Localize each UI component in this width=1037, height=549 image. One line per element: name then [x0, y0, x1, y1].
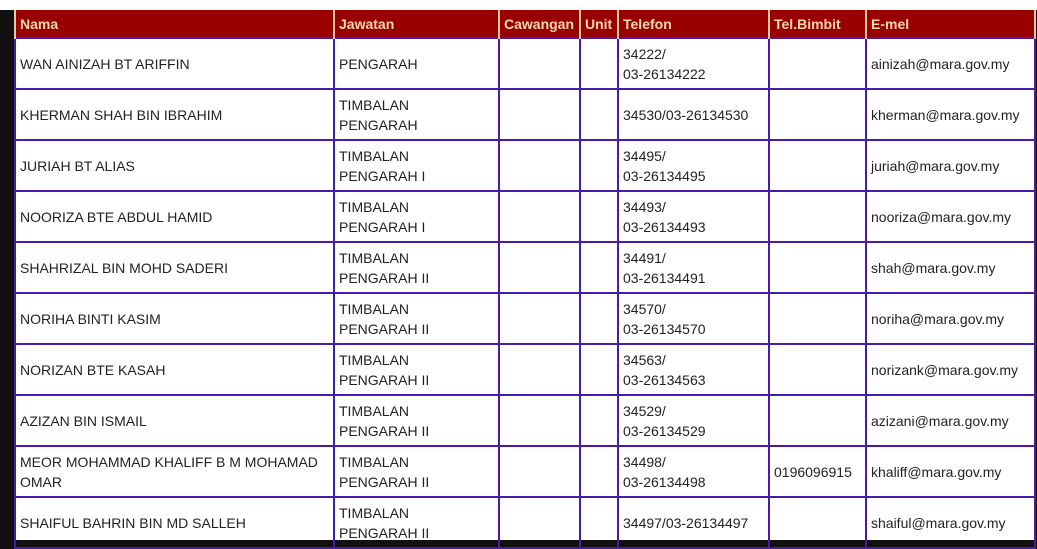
cell-col-telefon: 34530/03-26134530	[617, 88, 770, 141]
cell-col-tel-bimbit	[768, 292, 867, 345]
table-row: JURIAH BT ALIAS TIMBALAN PENGARAH I 34495/…	[14, 139, 1036, 192]
cell-col-nama: SHAIFUL BAHRIN BIN MD SALLEH	[14, 496, 335, 549]
table-row: WAN AINIZAH BT ARIFFIN PENGARAH 34222/ 03-…	[14, 37, 1036, 90]
cell-col-cawangan	[498, 190, 581, 243]
cell-col-telefon: 34497/03-26134497	[617, 496, 770, 549]
staff-table: Nama Jawatan Cawangan Unit Telefon Tel.Bimbit…	[14, 10, 1036, 549]
cell-col-cawangan	[498, 343, 581, 396]
cell-col-tel-bimbit	[768, 190, 867, 243]
table-row: KHERMAN SHAH BIN IBRAHIM TIMBALAN PENGARA…	[14, 88, 1036, 141]
cell-col-cawangan	[498, 496, 581, 549]
cell-col-nama: NOORIZA BTE ABDUL HAMID	[14, 190, 335, 243]
status-bar	[0, 0, 1037, 10]
cell-col-nama: NORIZAN BTE KASAH	[14, 343, 335, 396]
cell-col-jawatan: TIMBALAN PENGARAH II	[333, 343, 500, 396]
cell-col-unit	[579, 241, 619, 294]
cell-col-cawangan	[498, 292, 581, 345]
cell-col-jawatan: TIMBALAN PENGARAH II	[333, 241, 500, 294]
table-row: AZIZAN BIN ISMAIL TIMBALAN PENGARAH II 345…	[14, 394, 1036, 447]
header-col-cawangan: Cawangan	[498, 10, 581, 38]
cell-col-unit	[579, 343, 619, 396]
cell-col-telefon: 34493/ 03-26134493	[617, 190, 770, 243]
header-col-tel-bimbit: Tel.Bimbit	[768, 10, 867, 38]
cell-col-tel-bimbit	[768, 496, 867, 549]
cell-col-telefon: 34498/ 03-26134498	[617, 445, 770, 498]
cell-col-telefon: 34529/ 03-26134529	[617, 394, 770, 447]
cell-col-jawatan: TIMBALAN PENGARAH I	[333, 139, 500, 192]
cell-col-telefon: 34570/ 03-26134570	[617, 292, 770, 345]
cell-col-tel-bimbit	[768, 37, 867, 90]
cell-col-unit	[579, 292, 619, 345]
cell-col-emel[interactable]: shah@mara.gov.my	[865, 241, 1036, 294]
cell-col-unit	[579, 445, 619, 498]
cell-col-cawangan	[498, 445, 581, 498]
cell-col-unit	[579, 496, 619, 549]
cell-col-jawatan: TIMBALAN PENGARAH	[333, 88, 500, 141]
cell-col-jawatan: TIMBALAN PENGARAH I	[333, 190, 500, 243]
cell-col-emel[interactable]: shaiful@mara.gov.my	[865, 496, 1036, 549]
cell-col-nama: JURIAH BT ALIAS	[14, 139, 335, 192]
cell-col-nama: MEOR MOHAMMAD KHALIFF B M MOHAMAD OMAR	[14, 445, 335, 498]
cell-col-nama: WAN AINIZAH BT ARIFFIN	[14, 37, 335, 90]
cell-col-cawangan	[498, 394, 581, 447]
cell-col-unit	[579, 37, 619, 90]
header-col-telefon: Telefon	[617, 10, 770, 38]
header-col-jawatan: Jawatan	[333, 10, 500, 38]
cell-col-jawatan: TIMBALAN PENGARAH II	[333, 496, 500, 549]
cell-col-telefon: 34491/ 03-26134491	[617, 241, 770, 294]
cell-col-jawatan: TIMBALAN PENGARAH II	[333, 292, 500, 345]
cell-col-nama: SHAHRIZAL BIN MOHD SADERI	[14, 241, 335, 294]
table-row: SHAIFUL BAHRIN BIN MD SALLEH TIMBALAN PEN…	[14, 496, 1036, 549]
table-row: MEOR MOHAMMAD KHALIFF B M MOHAMAD OMAR TI…	[14, 445, 1036, 498]
table-header-row: Nama Jawatan Cawangan Unit Telefon Tel.Bimbit…	[14, 10, 1036, 38]
cell-col-nama: NORIHA BINTI KASIM	[14, 292, 335, 345]
cell-col-nama: AZIZAN BIN ISMAIL	[14, 394, 335, 447]
cell-col-unit	[579, 190, 619, 243]
cell-col-cawangan	[498, 139, 581, 192]
table-row: NOORIZA BTE ABDUL HAMID TIMBALAN PENGARAH…	[14, 190, 1036, 243]
table-row: NORIHA BINTI KASIM TIMBALAN PENGARAH II 34…	[14, 292, 1036, 345]
cell-col-emel[interactable]: noriha@mara.gov.my	[865, 292, 1036, 345]
cell-col-jawatan: TIMBALAN PENGARAH II	[333, 394, 500, 447]
table-row: SHAHRIZAL BIN MOHD SADERI TIMBALAN PENGAR…	[14, 241, 1036, 294]
cell-col-unit	[579, 139, 619, 192]
cell-col-telefon: 34222/ 03-26134222	[617, 37, 770, 90]
cell-col-cawangan	[498, 37, 581, 90]
cell-col-emel[interactable]: nooriza@mara.gov.my	[865, 190, 1036, 243]
cell-col-emel[interactable]: juriah@mara.gov.my	[865, 139, 1036, 192]
cell-col-tel-bimbit	[768, 139, 867, 192]
cell-col-emel[interactable]: kherman@mara.gov.my	[865, 88, 1036, 141]
cell-col-tel-bimbit	[768, 241, 867, 294]
cell-col-telefon: 34563/ 03-26134563	[617, 343, 770, 396]
header-col-nama: Nama	[14, 10, 335, 38]
cell-col-tel-bimbit: 0196096915	[768, 445, 867, 498]
cell-col-cawangan	[498, 88, 581, 141]
staff-directory-page: Nama Jawatan Cawangan Unit Telefon Tel.Bimbit…	[14, 10, 1036, 549]
cell-col-emel[interactable]: ainizah@mara.gov.my	[865, 37, 1036, 90]
cell-col-jawatan: TIMBALAN PENGARAH II	[333, 445, 500, 498]
cell-col-telefon: 34495/ 03-26134495	[617, 139, 770, 192]
header-col-unit: Unit	[579, 10, 619, 38]
cell-col-unit	[579, 394, 619, 447]
cell-col-emel[interactable]: khaliff@mara.gov.my	[865, 445, 1036, 498]
cell-col-cawangan	[498, 241, 581, 294]
cell-col-tel-bimbit	[768, 88, 867, 141]
cell-col-tel-bimbit	[768, 394, 867, 447]
cell-col-emel[interactable]: azizani@mara.gov.my	[865, 394, 1036, 447]
cell-col-emel[interactable]: norizank@mara.gov.my	[865, 343, 1036, 396]
header-col-emel: E-mel	[865, 10, 1036, 38]
cell-col-unit	[579, 88, 619, 141]
table-row: NORIZAN BTE KASAH TIMBALAN PENGARAH II 345…	[14, 343, 1036, 396]
cell-col-tel-bimbit	[768, 343, 867, 396]
cell-col-jawatan: PENGARAH	[333, 37, 500, 90]
cell-col-nama: KHERMAN SHAH BIN IBRAHIM	[14, 88, 335, 141]
